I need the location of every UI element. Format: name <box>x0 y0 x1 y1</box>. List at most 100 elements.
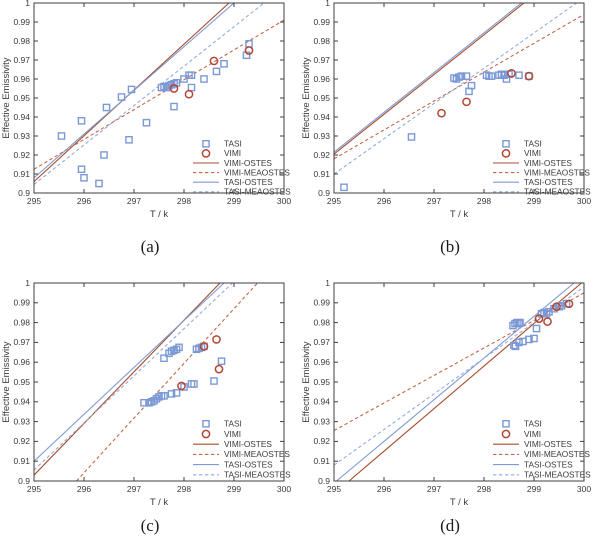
tasi-marker <box>516 318 524 327</box>
legend-circle-icon <box>201 429 211 439</box>
y-tick-label: 0.91 <box>313 456 330 466</box>
legend-item-vimi-ostes: VIMI-OSTES <box>193 439 272 449</box>
tasi-marker <box>210 377 218 385</box>
y-tick-label: 0.99 <box>313 298 330 308</box>
y-tick-label: 0.91 <box>313 169 330 179</box>
legend-label: VIMI-MEAOSTES <box>224 449 290 459</box>
legend-label: VIMI <box>224 148 241 158</box>
tasi-marker <box>532 324 541 333</box>
line-tasi-ostes <box>336 283 575 481</box>
x-tick-label: 297 <box>427 196 441 206</box>
line-vimi-meaostes <box>334 13 584 160</box>
legend-square-icon <box>502 419 510 428</box>
legend-label: VIMI <box>224 429 241 439</box>
tasi-marker <box>511 319 519 328</box>
y-tick-label: 0.99 <box>13 298 30 308</box>
x-tick-label: 300 <box>277 196 291 206</box>
y-tick-label: 0.95 <box>13 93 30 103</box>
legend-item-tasi-ostes: TASI-OSTES <box>493 177 573 187</box>
y-tick-label: 0.98 <box>313 36 330 46</box>
y-tick-label: 0.98 <box>13 36 30 46</box>
legend: TASIVIMIVIMI-OSTESVIMI-MEAOSTESTASI-OSTE… <box>493 419 591 480</box>
y-axis-label: Effective Emissivity <box>1 341 12 422</box>
y-tick-label: 0.9 <box>318 476 330 486</box>
tasi-marker <box>462 72 471 80</box>
y-tick-label: 0.94 <box>13 397 30 407</box>
y-tick-label: 0.98 <box>13 317 30 327</box>
legend-label: VIMI-OSTES <box>224 158 272 168</box>
vimi-marker <box>244 46 254 55</box>
tasi-marker <box>487 72 496 80</box>
line-tasi-ostes <box>334 3 522 153</box>
legend-item-vimi-meaostes: VIMI-MEAOSTES <box>493 449 590 459</box>
vimi-marker <box>209 56 219 66</box>
x-tick-label: 297 <box>427 484 441 494</box>
series-tasi <box>140 342 226 407</box>
x-tick-label: 295 <box>327 196 341 206</box>
tasi-marker <box>187 71 196 79</box>
legend-label: TASI-OSTES <box>524 177 573 187</box>
line-vimi-meaostes <box>76 283 258 481</box>
y-tick-label: 0.97 <box>313 55 330 65</box>
vimi-marker <box>184 89 194 99</box>
y-tick-label: 0.94 <box>313 397 330 407</box>
legend-label: VIMI-OSTES <box>224 439 272 449</box>
vimi-marker <box>534 314 544 323</box>
legend-label: TASI <box>524 419 542 429</box>
line-tasi-meaostes <box>34 283 233 471</box>
y-tick-label: 0.9 <box>318 188 330 198</box>
line-tasi-meaostes <box>334 286 584 466</box>
subplot-a: 295 296 297 298 299 300 1 0.99 0.98 0.97 0.96 0.95 0… <box>0 0 300 268</box>
tick-labels: 295 296 297 298 299 300 1 0.99 0.98 0.97 0.96 0.95 0… <box>313 0 591 206</box>
series-vimi <box>437 68 534 118</box>
tick-labels: 295 296 297 298 299 300 1 0.99 0.98 0.97 0.96 0.95 0… <box>313 278 591 494</box>
series-tasi <box>509 299 571 351</box>
x-tick-label: 295 <box>27 484 41 494</box>
y-axis-label: Effective Emissivity <box>1 57 12 138</box>
x-tick-label: 296 <box>377 196 391 206</box>
legend-item-vimi-meaostes: VIMI-MEAOSTES <box>193 167 290 177</box>
axes <box>333 2 585 194</box>
y-tick-label: 0.91 <box>13 456 30 466</box>
axes <box>33 2 285 194</box>
y-tick-label: 0.98 <box>313 317 330 327</box>
y-tick-label: 1 <box>325 278 330 288</box>
legend-item-tasi: TASI <box>502 139 542 149</box>
legend-item-vimi: VIMI <box>501 148 541 158</box>
legend: TASIVIMIVIMI-OSTESVIMI-MEAOSTESTASI-OSTE… <box>493 139 591 197</box>
x-axis-label: T / k <box>150 497 169 508</box>
x-axis-label: T / k <box>150 209 169 220</box>
tasi-marker <box>340 183 348 192</box>
legend-item-vimi-ostes: VIMI-OSTES <box>493 158 572 168</box>
vimi-marker <box>212 335 221 344</box>
legend-item-tasi-meaostes: TASI-MEAOSTES <box>193 470 291 480</box>
tick-labels: 295 296 297 298 299 300 1 0.99 0.98 0.97 0.96 0.95 0… <box>13 278 291 494</box>
legend-label: VIMI-OSTES <box>524 158 572 168</box>
tasi-marker <box>525 335 533 344</box>
legend-circle-icon <box>501 149 511 158</box>
legend-item-tasi-meaostes: TASI-MEAOSTES <box>493 470 591 480</box>
y-tick-label: 0.95 <box>13 377 30 387</box>
vimi-marker <box>177 381 186 391</box>
legend: TASIVIMIVIMI-OSTESVIMI-MEAOSTESTASI-OSTE… <box>193 139 291 197</box>
vimi-marker <box>199 342 209 351</box>
legend-square-icon <box>202 419 210 428</box>
series-vimi <box>177 335 224 391</box>
legend-label: VIMI-MEAOSTES <box>524 167 590 177</box>
subplot-c-caption: (c) <box>140 516 160 535</box>
legend-item-tasi: TASI <box>502 419 542 429</box>
tasi-marker <box>160 354 168 363</box>
y-tick-label: 0.96 <box>13 74 30 84</box>
y-tick-label: 1 <box>325 0 330 8</box>
subplot-d-caption: (d) <box>440 516 460 535</box>
vimi-marker <box>564 299 574 309</box>
legend-label: TASI-MEAOSTES <box>224 470 291 480</box>
legend-square-icon <box>202 139 210 148</box>
legend-label: VIMI-OSTES <box>524 439 572 449</box>
legend-label: TASI <box>224 139 242 149</box>
axes <box>33 282 285 482</box>
vimi-marker <box>462 97 471 107</box>
x-tick-label: 297 <box>127 196 141 206</box>
tasi-marker <box>167 390 176 398</box>
vimi-marker <box>552 302 561 312</box>
